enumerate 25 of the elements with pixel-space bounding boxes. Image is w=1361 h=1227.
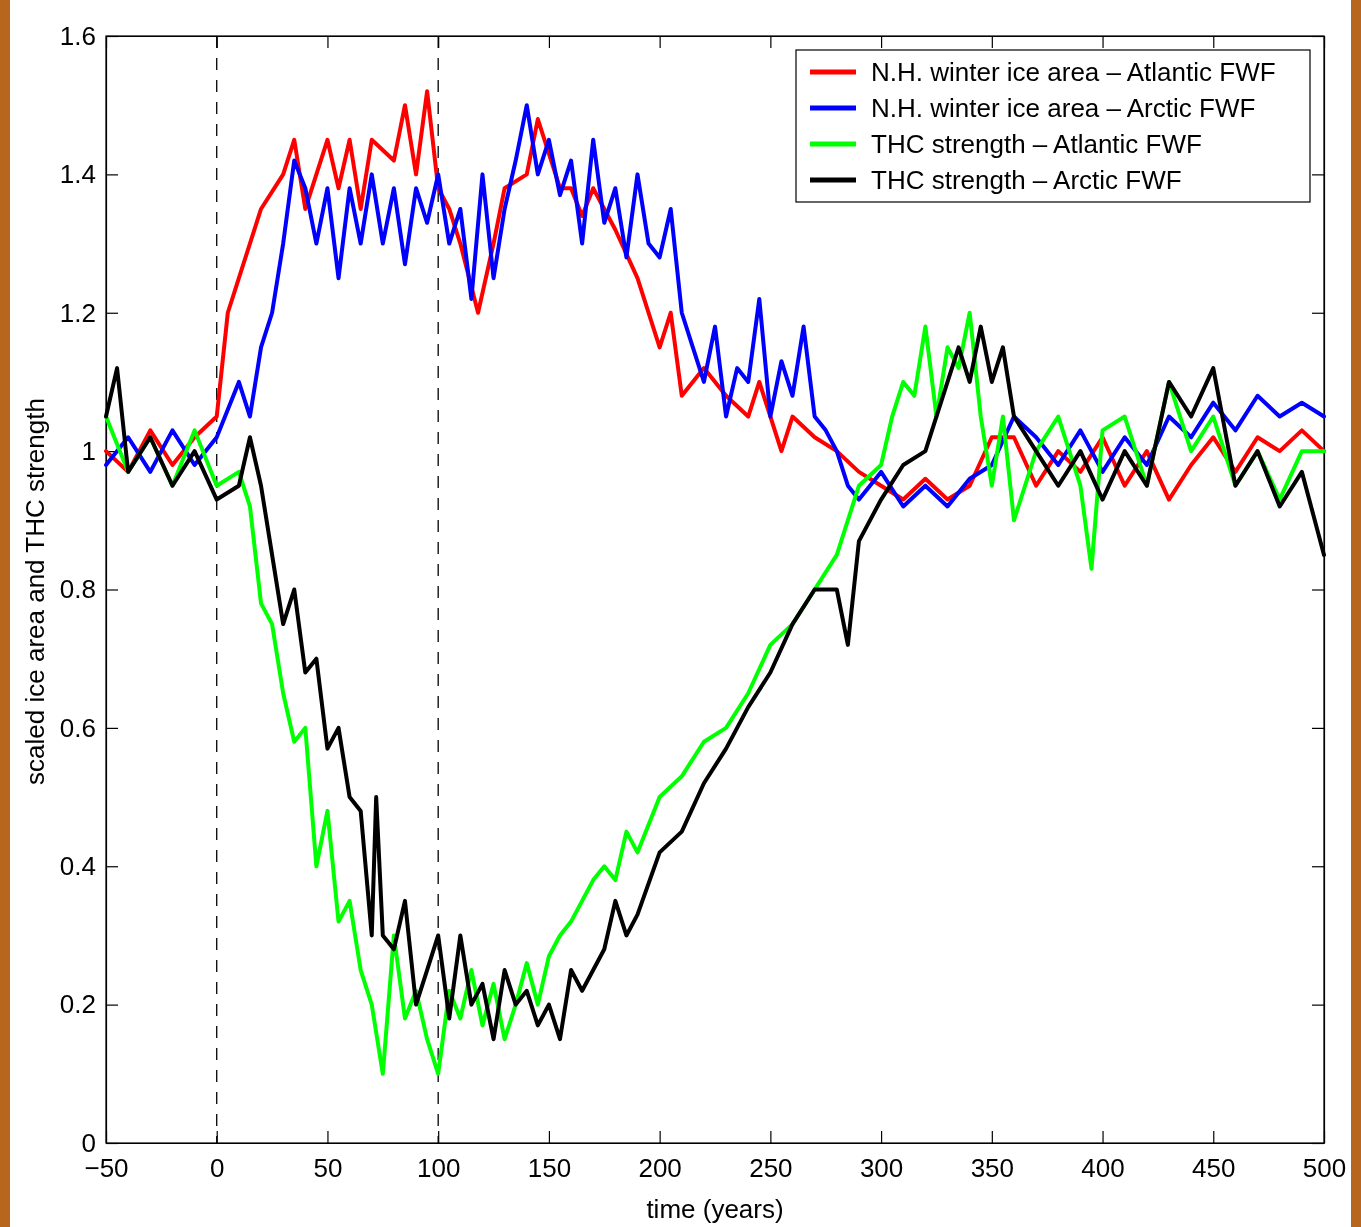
x-tick-label: 100 <box>416 1153 461 1184</box>
y-tick-label: 1.2 <box>59 297 96 328</box>
y-tick-label: 0.6 <box>59 712 96 743</box>
y-tick-label: 1.4 <box>59 159 96 190</box>
y-tick-label: 1 <box>81 435 96 466</box>
legend-label: N.H. winter ice area – Arctic FWF <box>871 93 1256 123</box>
x-axis-title: time (years) <box>646 1194 784 1224</box>
x-tick-label: 250 <box>749 1153 793 1184</box>
legend-label: THC strength – Arctic FWF <box>871 165 1182 195</box>
legend-label: THC strength – Atlantic FWF <box>871 129 1202 159</box>
x-tick-label: 350 <box>970 1153 1015 1184</box>
x-tick-label: 200 <box>638 1153 682 1184</box>
y-tick-label: 0.2 <box>59 989 96 1020</box>
x-tick-label: 300 <box>859 1153 904 1184</box>
x-tick-label: 400 <box>1081 1153 1125 1184</box>
x-tick-label: 150 <box>527 1153 572 1184</box>
legend-label: N.H. winter ice area – Atlantic FWF <box>871 57 1276 87</box>
y-tick-label: 0.4 <box>59 851 96 882</box>
y-tick-label: 0.8 <box>59 574 96 605</box>
y-tick-label: 1.6 <box>59 20 96 51</box>
x-tick-label: 50 <box>313 1153 343 1184</box>
y-axis-title: scaled ice area and THC strength <box>20 398 50 785</box>
x-tick-label: 450 <box>1192 1153 1236 1184</box>
x-tick-label: 500 <box>1302 1153 1347 1184</box>
x-tick-label: 0 <box>209 1153 225 1184</box>
